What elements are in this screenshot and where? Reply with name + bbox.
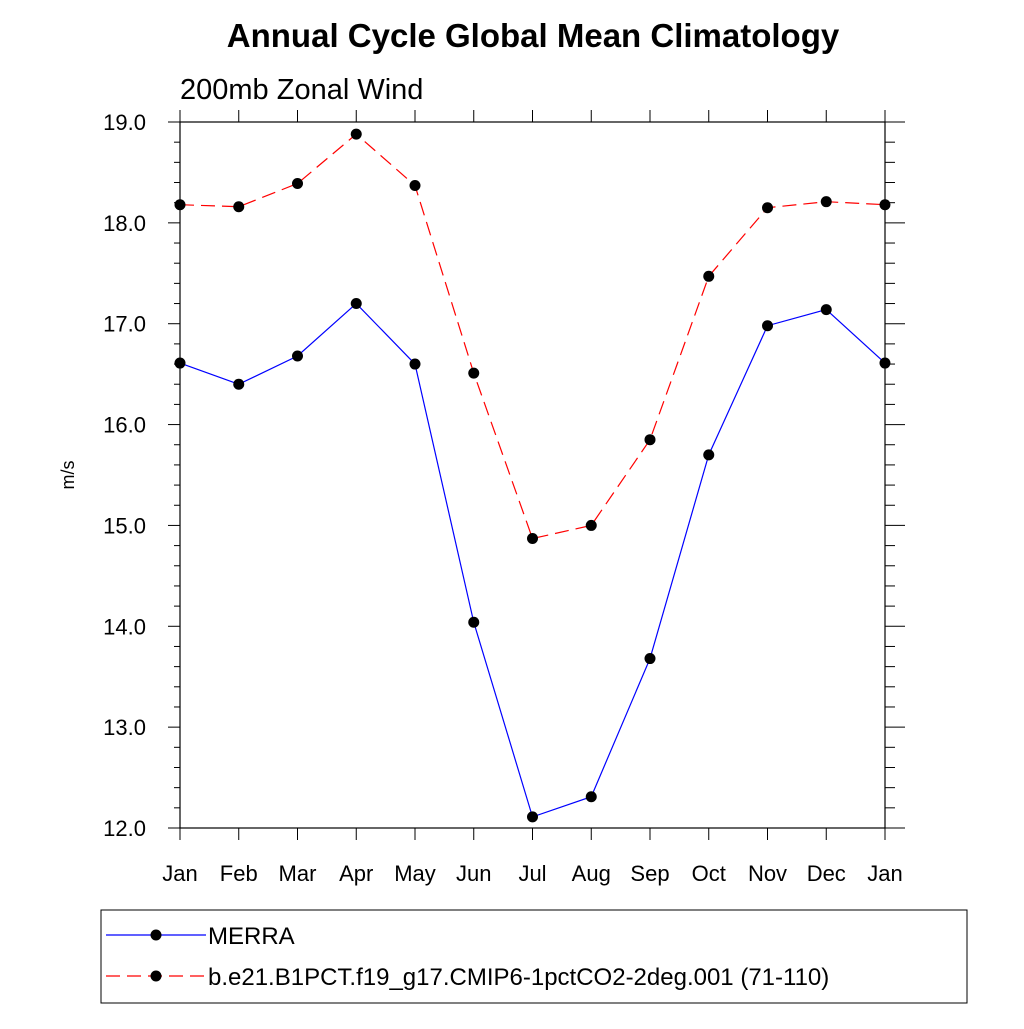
data-point [527, 811, 538, 823]
y-tick-label: 14.0 [103, 614, 146, 639]
y-tick-label: 18.0 [103, 211, 146, 236]
x-tick-label: Jan [867, 861, 902, 886]
y-axis-label: m/s [58, 461, 78, 490]
data-point [703, 449, 715, 461]
legend: MERRA b.e21.B1PCT.f19_g17.CMIP6-1pctCO2-… [100, 909, 968, 1004]
legend-marker-merra [150, 929, 162, 941]
data-point [879, 199, 891, 211]
data-point [350, 298, 362, 310]
x-tick-label: Sep [630, 861, 669, 886]
x-tick-label: Jun [456, 861, 491, 886]
x-tick-label: Oct [692, 861, 726, 886]
data-point [762, 320, 773, 332]
x-tick-label: May [394, 861, 436, 886]
legend-box [100, 909, 968, 1004]
plot-frame [179, 121, 886, 829]
data-point [585, 791, 597, 803]
y-tick-label: 12.0 [103, 816, 146, 841]
y-tick-label: 13.0 [103, 715, 146, 740]
data-point [409, 180, 421, 192]
data-point [350, 128, 362, 140]
data-point [644, 434, 656, 446]
chart-title: Annual Cycle Global Mean Climatology [227, 17, 840, 54]
data-point [233, 201, 245, 213]
data-point [762, 202, 773, 214]
x-tick-label: Nov [748, 861, 787, 886]
y-tick-label: 16.0 [103, 413, 146, 438]
data-point [409, 358, 421, 370]
data-point [233, 378, 245, 390]
data-point [174, 199, 186, 211]
data-point [468, 367, 480, 379]
x-tick-label: Apr [339, 861, 373, 886]
y-tick-label: 15.0 [103, 513, 146, 538]
x-tick-label: Dec [807, 861, 846, 886]
data-point [820, 304, 832, 316]
data-point [174, 357, 186, 369]
data-point [527, 533, 538, 545]
legend-label-merra: MERRA [208, 923, 295, 950]
x-tick-label: Aug [572, 861, 611, 886]
legend-label-cmip6: b.e21.B1PCT.f19_g17.CMIP6-1pctCO2-2deg.0… [208, 964, 829, 991]
chart-subtitle: 200mb Zonal Wind [180, 74, 423, 106]
data-point [468, 616, 480, 628]
data-point [292, 178, 303, 190]
x-tick-label: Feb [220, 861, 258, 886]
series-line [179, 133, 886, 540]
data-point [703, 270, 715, 282]
data-point [879, 357, 891, 369]
series-line [179, 302, 886, 818]
legend-marker-cmip6 [150, 970, 162, 982]
x-tick-label: Jan [162, 861, 197, 886]
axis-ticks: Jan Feb Mar Apr May Jun Jul Aug Sep Oct Nov Dec Jan 1… [103, 110, 905, 886]
x-tick-label: Jul [518, 861, 546, 886]
data-point [644, 653, 656, 665]
y-tick-label: 19.0 [103, 110, 146, 135]
data-point [820, 196, 832, 208]
data-point [292, 350, 303, 362]
series-layer [174, 128, 891, 823]
y-tick-label: 17.0 [103, 312, 146, 337]
data-point [585, 519, 597, 531]
x-tick-label: Mar [279, 861, 317, 886]
